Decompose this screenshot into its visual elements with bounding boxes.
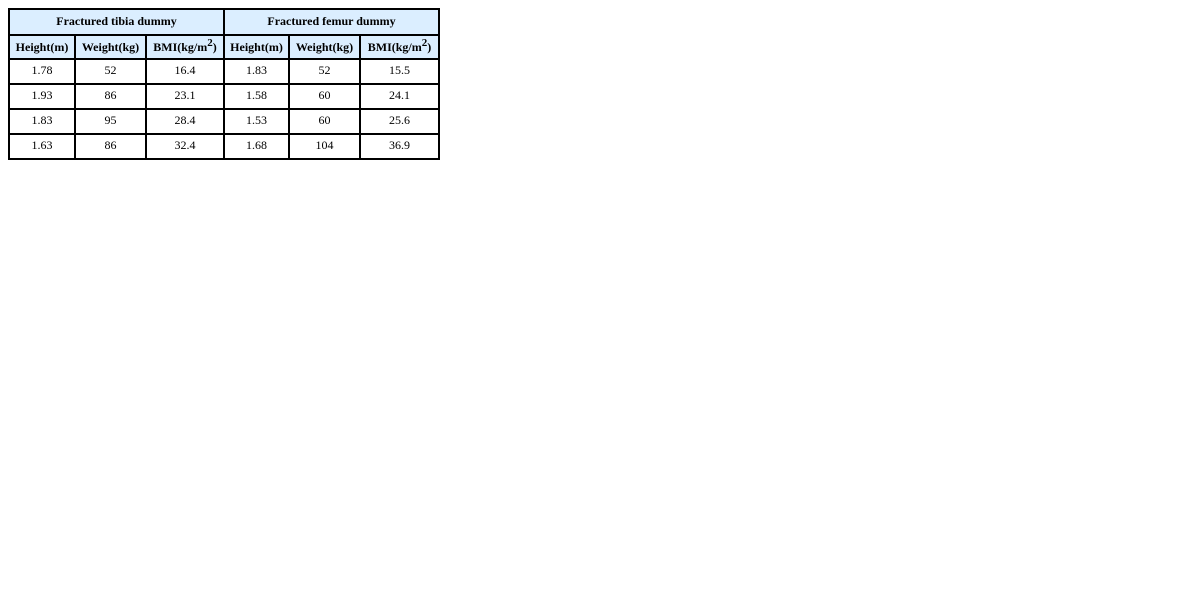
column-header-bmi: BMI(kg/m2): [359, 34, 440, 60]
cell: 1.53: [223, 108, 290, 135]
column-header-bmi: BMI(kg/m2): [145, 34, 225, 60]
group-header-femur: Fractured femur dummy: [223, 8, 440, 36]
cell: 104: [288, 133, 361, 160]
cell: 52: [74, 58, 147, 85]
cell: 95: [74, 108, 147, 135]
table-row: 1.78 52 16.4 1.83 52 15.5: [8, 58, 440, 85]
cell: 86: [74, 133, 147, 160]
column-header-row: Height(m) Weight(kg) BMI(kg/m2) Height(m…: [8, 34, 440, 60]
cell: 28.4: [145, 108, 225, 135]
column-header-height: Height(m): [223, 34, 290, 60]
cell: 60: [288, 108, 361, 135]
cell: 1.78: [8, 58, 76, 85]
cell: 1.83: [223, 58, 290, 85]
cell: 1.68: [223, 133, 290, 160]
bmi-label: BMI(kg/m: [153, 39, 208, 54]
bmi-superscript: 2: [207, 36, 213, 49]
cell: 1.93: [8, 83, 76, 110]
column-header-weight: Weight(kg): [288, 34, 361, 60]
table-row: 1.93 86 23.1 1.58 60 24.1: [8, 83, 440, 110]
cell: 25.6: [359, 108, 440, 135]
bmi-label: BMI(kg/m: [367, 39, 422, 54]
cell: 86: [74, 83, 147, 110]
cell: 23.1: [145, 83, 225, 110]
cell: 15.5: [359, 58, 440, 85]
bmi-close: ): [427, 39, 432, 54]
cell: 1.58: [223, 83, 290, 110]
table-row: 1.83 95 28.4 1.53 60 25.6: [8, 108, 440, 135]
cell: 32.4: [145, 133, 225, 160]
cell: 60: [288, 83, 361, 110]
cell: 36.9: [359, 133, 440, 160]
bmi-superscript: 2: [421, 36, 428, 49]
cell: 16.4: [145, 58, 225, 85]
group-header-tibia: Fractured tibia dummy: [8, 8, 225, 36]
bmi-table: Fractured tibia dummy Fractured femur du…: [8, 8, 440, 160]
cell: 24.1: [359, 83, 440, 110]
cell: 52: [288, 58, 361, 85]
table-row: 1.63 86 32.4 1.68 104 36.9: [8, 133, 440, 160]
bmi-close: ): [212, 39, 217, 54]
column-header-weight: Weight(kg): [74, 34, 147, 60]
cell: 1.83: [8, 108, 76, 135]
group-header-row: Fractured tibia dummy Fractured femur du…: [8, 8, 440, 36]
column-header-height: Height(m): [8, 34, 76, 60]
cell: 1.63: [8, 133, 76, 160]
